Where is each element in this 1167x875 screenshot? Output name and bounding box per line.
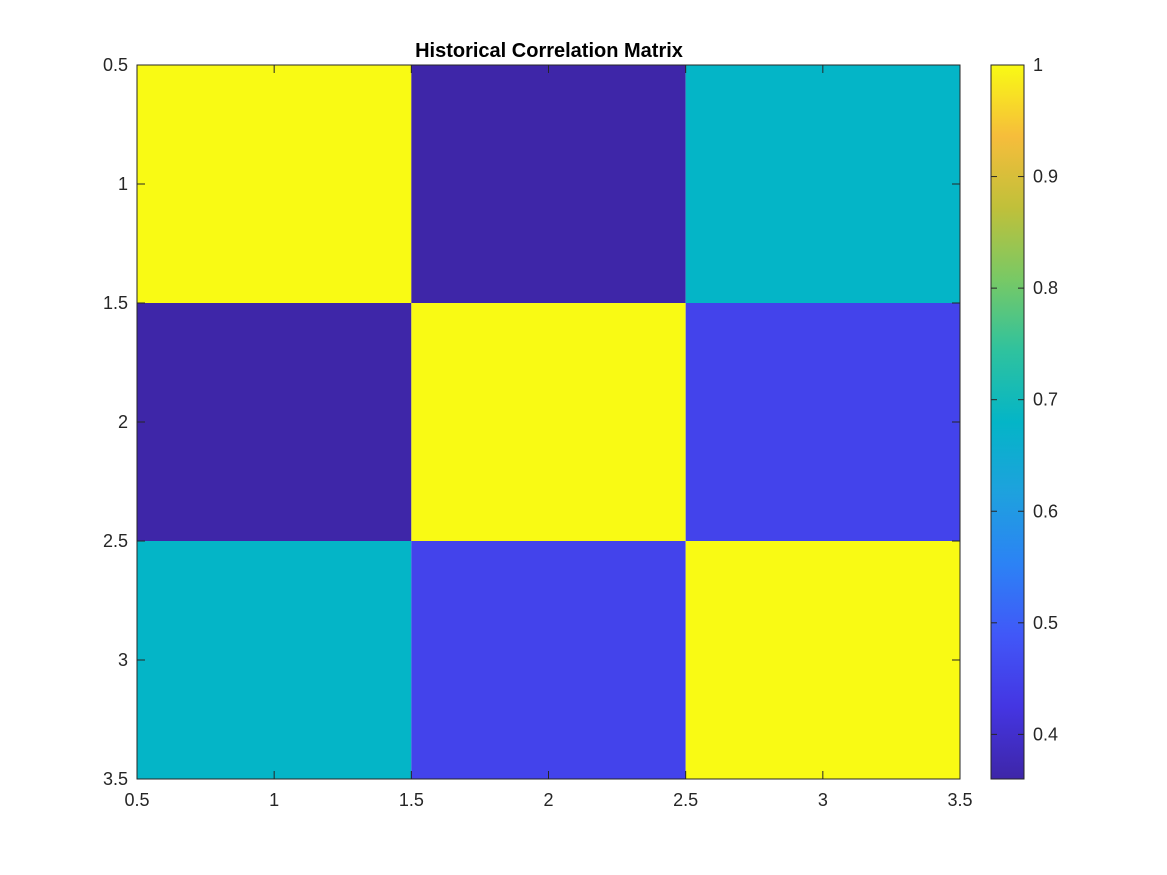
- colorbar-tick-label: 0.8: [1033, 278, 1058, 298]
- y-tick-label: 1.5: [103, 293, 128, 313]
- colorbar-tick-label: 0.6: [1033, 501, 1058, 521]
- heatmap-cell: [411, 303, 686, 541]
- x-tick-label: 1: [269, 790, 279, 810]
- colorbar-tick-label: 1: [1033, 55, 1043, 75]
- heatmap-cell: [685, 65, 960, 303]
- heatmap-cell: [137, 65, 412, 303]
- y-tick-label: 1: [118, 174, 128, 194]
- y-tick-label: 2.5: [103, 531, 128, 551]
- y-tick-label: 3: [118, 650, 128, 670]
- heatmap-cells: [137, 65, 960, 779]
- colorbar: [991, 65, 1024, 779]
- heatmap-cell: [137, 303, 412, 541]
- chart-title: Historical Correlation Matrix: [415, 40, 683, 62]
- x-axis: 0.5 1 1.5 2 2.5 3 3.5: [124, 65, 973, 810]
- colorbar-tick-label: 0.4: [1033, 724, 1058, 744]
- colorbar-tick-label: 0.5: [1033, 613, 1058, 633]
- x-tick-label: 2.5: [673, 790, 698, 810]
- y-tick-label: 0.5: [103, 55, 128, 75]
- y-tick-label: 2: [118, 412, 128, 432]
- y-tick-label: 3.5: [103, 769, 128, 789]
- x-tick-label: 3.5: [947, 790, 972, 810]
- heatmap-cell: [411, 541, 686, 779]
- heatmap-cell: [685, 303, 960, 541]
- colorbar-tick-label: 0.9: [1033, 167, 1058, 187]
- x-tick-label: 0.5: [124, 790, 149, 810]
- heatmap-cell: [411, 65, 686, 303]
- x-tick-label: 1.5: [399, 790, 424, 810]
- x-tick-label: 3: [818, 790, 828, 810]
- heatmap-cell: [137, 541, 412, 779]
- y-axis: 0.5 1 1.5 2 2.5 3 3.5: [103, 55, 960, 789]
- colorbar-border: [990, 64, 1025, 780]
- colorbar-tick-label: 0.7: [1033, 390, 1058, 410]
- colorbar-axis: 0.4 0.5 0.6 0.7 0.8 0.9 1: [991, 55, 1058, 744]
- heatmap-cell: [685, 541, 960, 779]
- x-tick-label: 2: [543, 790, 553, 810]
